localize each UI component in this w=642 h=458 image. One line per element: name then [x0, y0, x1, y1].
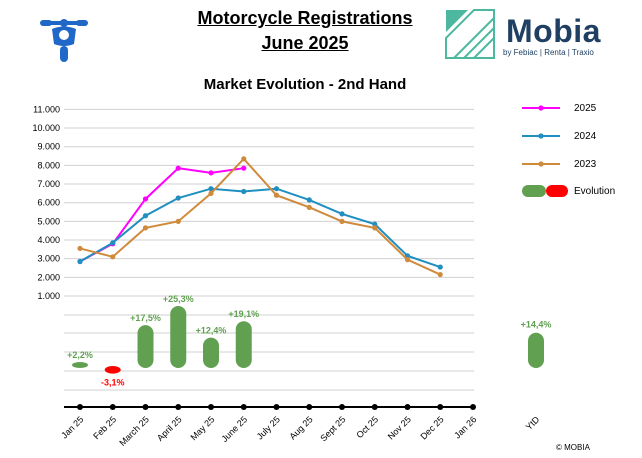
- data-point-2023: [241, 156, 247, 162]
- motorcycle-front-icon: [40, 19, 88, 62]
- data-point-2024: [273, 186, 280, 192]
- data-point-2025: [142, 196, 149, 202]
- evolution-label: +2,2%: [67, 350, 93, 360]
- x-tick-label: Sept 25: [318, 414, 347, 443]
- data-point-2023: [306, 204, 312, 210]
- x-tick-label: Jan 25: [59, 414, 85, 440]
- x-axis-tick: [470, 404, 476, 410]
- y-tick-label: 3.000: [37, 254, 60, 264]
- data-point-2023: [404, 257, 411, 263]
- data-point-2024: [437, 264, 443, 270]
- x-axis-tick: [240, 404, 247, 410]
- x-tick-label: Nov 25: [386, 414, 413, 441]
- legend-label-2025: 2025: [574, 103, 597, 114]
- page-title: Motorcycle Registrations: [197, 8, 413, 28]
- y-tick-label: 1.000: [37, 291, 60, 301]
- data-point-2025: [175, 165, 181, 171]
- brand-name: Mobia: [506, 13, 601, 49]
- y-tick-label: 6.000: [37, 198, 60, 208]
- x-tick-label: Aug 25: [287, 414, 314, 441]
- x-axis-tick: [109, 404, 116, 410]
- page-subtitle-date: June 2025: [261, 33, 349, 53]
- chart-title: Market Evolution - 2nd Hand: [203, 76, 407, 93]
- y-tick-label: 11.000: [33, 104, 60, 114]
- legend-evolution-positive: [522, 185, 546, 197]
- x-axis-tick: [404, 404, 411, 410]
- legend-label-evolution: Evolution: [574, 186, 616, 197]
- evolution-bar: [170, 306, 187, 368]
- data-point-2024: [208, 186, 214, 192]
- evolution-label: -3,1%: [101, 378, 125, 388]
- ytd-tick-label: YtD: [524, 414, 542, 432]
- x-axis-tick: [77, 404, 83, 410]
- x-tick-label: March 25: [117, 414, 151, 448]
- evolution-label: +17,5%: [130, 313, 161, 323]
- legend-label-2024: 2024: [574, 131, 597, 142]
- x-axis-tick: [208, 404, 214, 410]
- evolution-bar: [203, 337, 219, 368]
- x-tick-label: April 25: [155, 414, 184, 443]
- x-axis-tick: [306, 404, 313, 410]
- evolution-label: +19,1%: [228, 309, 259, 319]
- legend-marker-2024: [538, 133, 544, 139]
- x-axis-tick: [437, 404, 444, 410]
- ytd-label: +14,4%: [521, 320, 552, 330]
- x-axis-tick: [339, 404, 345, 410]
- data-point-2024: [110, 240, 116, 246]
- x-axis-tick: [371, 404, 378, 410]
- series-line-2024: [79, 187, 441, 269]
- mobia-logo-icon: [445, 9, 495, 59]
- evolution-bar: [137, 325, 154, 368]
- brand-tagline: by Febiac | Renta | Traxio: [503, 48, 594, 57]
- y-tick-label: 4.000: [37, 235, 60, 245]
- x-tick-label: June 25: [219, 414, 249, 444]
- data-point-2024: [142, 213, 149, 219]
- data-point-2024: [339, 211, 345, 217]
- data-point-2024: [306, 197, 312, 203]
- legend-marker-2023: [538, 161, 544, 167]
- legend-evolution-negative: [546, 185, 568, 197]
- y-tick-label: 8.000: [37, 160, 60, 170]
- evolution-bar: [235, 321, 252, 368]
- data-point-2025: [241, 165, 247, 171]
- y-tick-label: 10.000: [32, 123, 60, 133]
- data-point-2025: [208, 170, 214, 176]
- x-tick-label: Dec 25: [418, 414, 445, 441]
- x-tick-label: Feb 25: [91, 414, 118, 441]
- data-point-2024: [175, 195, 181, 201]
- y-tick-label: 7.000: [37, 179, 60, 189]
- x-tick-label: July 25: [255, 414, 282, 441]
- evolution-label: +25,3%: [163, 294, 194, 304]
- data-point-2023: [175, 218, 181, 224]
- data-point-2023: [372, 225, 378, 231]
- x-axis-tick: [142, 404, 149, 410]
- data-point-2023: [208, 190, 214, 196]
- x-tick-label: May 25: [188, 414, 216, 442]
- y-tick-label: 2.000: [37, 272, 60, 282]
- evolution-label: +12,4%: [196, 326, 227, 336]
- x-axis-tick: [175, 404, 182, 410]
- copyright-text: © MOBIA: [556, 443, 590, 452]
- data-point-2024: [241, 188, 247, 195]
- evolution-bar: [104, 366, 121, 374]
- legend-label-2023: 2023: [574, 159, 597, 170]
- series-line-2023: [79, 157, 441, 276]
- data-point-2023: [273, 192, 280, 198]
- x-tick-label: Jan 26: [452, 414, 478, 440]
- x-axis-tick: [273, 404, 280, 410]
- legend-marker-2025: [538, 105, 544, 111]
- y-tick-label: 9.000: [37, 142, 60, 152]
- data-point-2023: [437, 271, 443, 278]
- data-point-2024: [372, 221, 378, 227]
- x-tick-label: Oct 25: [354, 414, 380, 440]
- data-point-2023: [142, 225, 149, 231]
- y-tick-label: 5.000: [37, 216, 60, 226]
- data-point-2023: [77, 245, 83, 252]
- evolution-bar: [72, 362, 88, 368]
- data-point-2024: [77, 258, 83, 265]
- data-point-2023: [110, 254, 116, 260]
- data-point-2023: [339, 218, 345, 224]
- ytd-bar: [528, 332, 544, 368]
